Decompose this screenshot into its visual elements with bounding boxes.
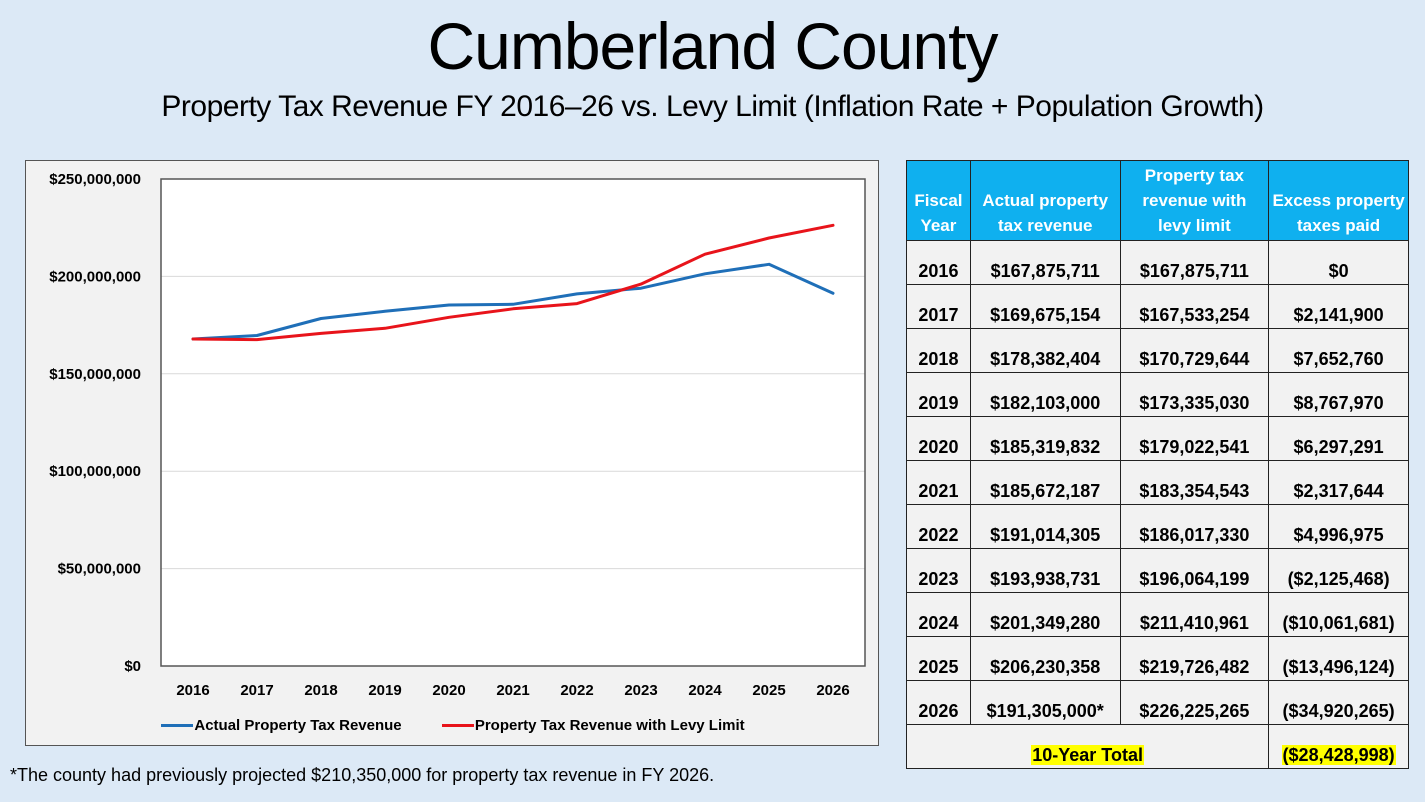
x-tick-label: 2021: [496, 682, 529, 699]
page-subtitle: Property Tax Revenue FY 2016–26 vs. Levy…: [161, 90, 1264, 123]
table-row: 2022 $191,014,305 $186,017,330 $4,996,975: [906, 504, 1409, 549]
table-header-cell: Property tax revenue with levy limit: [1119, 160, 1270, 241]
table-total-row: 10-Year Total ($28,428,998): [905, 724, 1409, 769]
chart-canvas: $0 $50,000,000 $100,000,000 $150,000,000 $20…: [49, 171, 866, 699]
total-label-cell: 10-Year Total: [905, 724, 1270, 769]
x-tick-label: 2019: [368, 682, 401, 699]
table-header-cell: Fiscal Year: [906, 160, 971, 241]
legend-swatch-levy: [441, 724, 474, 727]
table-row: 2024 $201,349,280 $211,410,961 ($10,061,681…: [906, 592, 1409, 637]
table-header-row: Fiscal Year Actual property tax revenue Prop…: [906, 160, 1409, 241]
x-tick-label: 2022: [560, 682, 593, 699]
x-tick-label: 2023: [624, 682, 657, 699]
x-tick-label: 2016: [176, 682, 209, 699]
table-row: 2025 $206,230,358 $219,726,482 ($13,496,124…: [906, 636, 1409, 681]
legend-label-levy: Property Tax Revenue with Levy Limit: [474, 717, 745, 734]
table-cell: $196,064,199: [1119, 548, 1270, 593]
table-cell: $226,225,265: [1119, 680, 1270, 725]
table-cell: $183,354,543: [1119, 460, 1270, 505]
table-cell: $8,767,970: [1268, 372, 1409, 417]
total-label: 10-Year Total: [1031, 745, 1144, 765]
table-header-cell: Actual property tax revenue: [969, 160, 1121, 241]
table-cell: 2026: [906, 680, 971, 725]
table-cell: $179,022,541: [1119, 416, 1270, 461]
plot-border: [160, 178, 866, 667]
table-cell: 2017: [906, 284, 971, 329]
table-cell: $185,672,187: [969, 460, 1121, 505]
x-tick-label: 2020: [432, 682, 465, 699]
table-cell: ($34,920,265): [1268, 680, 1409, 725]
table-cell: $6,297,291: [1268, 416, 1409, 461]
table-row: 2019 $182,103,000 $173,335,030 $8,767,970: [906, 372, 1409, 417]
y-tick-label: $200,000,000: [49, 268, 141, 285]
legend-item-levy: Property Tax Revenue with Levy Limit: [441, 717, 745, 734]
table-cell: $167,533,254: [1119, 284, 1270, 329]
footnote: *The county had previously projected $21…: [10, 765, 715, 785]
y-tick-label: $250,000,000: [49, 171, 141, 188]
table-cell: 2023: [906, 548, 971, 593]
table-cell: $201,349,280: [969, 592, 1121, 637]
table-row: 2017 $169,675,154 $167,533,254 $2,141,900: [906, 284, 1409, 329]
table-cell: $7,652,760: [1268, 328, 1409, 373]
table-row: 2020 $185,319,832 $179,022,541 $6,297,291: [906, 416, 1409, 461]
plot-area: [161, 179, 865, 666]
series-line-actual: [191, 262, 835, 341]
table-cell: 2019: [906, 372, 971, 417]
table-cell: $169,675,154: [969, 284, 1121, 329]
table-cell: 2018: [906, 328, 971, 373]
revenue-table: Fiscal Year Actual property tax revenue Prop…: [905, 160, 1409, 769]
line-chart: $0 $50,000,000 $100,000,000 $150,000,000 $20…: [25, 160, 879, 746]
table-row: 2023 $193,938,731 $196,064,199 ($2,125,468): [906, 548, 1409, 593]
x-tick-label: 2026: [816, 682, 849, 699]
table-cell: $2,141,900: [1268, 284, 1409, 329]
table-row: 2018 $178,382,404 $170,729,644 $7,652,760: [906, 328, 1409, 373]
legend-label-actual: Actual Property Tax Revenue: [194, 717, 402, 734]
table-row: 2021 $185,672,187 $183,354,543 $2,317,644: [906, 460, 1409, 505]
total-value: ($28,428,998): [1281, 745, 1396, 765]
table-cell: $2,317,644: [1268, 460, 1409, 505]
x-tick-label: 2017: [240, 682, 273, 699]
table-row: 2016 $167,875,711 $167,875,711 $0: [906, 240, 1409, 285]
x-tick-label: 2018: [304, 682, 337, 699]
table-cell: 2021: [906, 460, 971, 505]
table-header-cell: Excess property taxes paid: [1268, 160, 1409, 241]
y-tick-label: $50,000,000: [58, 561, 141, 578]
legend-item-actual: Actual Property Tax Revenue: [161, 717, 402, 734]
table-cell: $191,305,000*: [969, 680, 1121, 725]
table-cell: $191,014,305: [969, 504, 1121, 549]
table-cell: 2022: [906, 504, 971, 549]
total-value-cell: ($28,428,998): [1268, 724, 1409, 769]
table-cell: $219,726,482: [1119, 636, 1270, 681]
table-cell: 2020: [906, 416, 971, 461]
y-tick-label: $0: [124, 658, 141, 675]
page-title: Cumberland County: [427, 9, 999, 83]
y-tick-label: $100,000,000: [49, 463, 141, 480]
table-cell: 2025: [906, 636, 971, 681]
chart-legend: Actual Property Tax Revenue Property Tax…: [26, 714, 880, 734]
table-cell: $167,875,711: [969, 240, 1121, 285]
table-cell: $170,729,644: [1119, 328, 1270, 373]
table-cell: $211,410,961: [1119, 592, 1270, 637]
table-cell: $185,319,832: [969, 416, 1121, 461]
table-cell: $178,382,404: [969, 328, 1121, 373]
table-cell: 2024: [906, 592, 971, 637]
y-tick-label: $150,000,000: [49, 366, 141, 383]
legend-swatch-actual: [161, 724, 194, 727]
table-cell: $173,335,030: [1119, 372, 1270, 417]
table-cell: ($10,061,681): [1268, 592, 1409, 637]
table-row: 2026 $191,305,000* $226,225,265 ($34,920,26…: [906, 680, 1409, 725]
table-cell: 2016: [906, 240, 971, 285]
series-line-levy: [191, 223, 835, 342]
x-tick-label: 2025: [752, 682, 785, 699]
table-cell: $193,938,731: [969, 548, 1121, 593]
table-cell: $167,875,711: [1119, 240, 1270, 285]
table-cell: $206,230,358: [969, 636, 1121, 681]
table-cell: ($13,496,124): [1268, 636, 1409, 681]
table-cell: $182,103,000: [969, 372, 1121, 417]
table-cell: ($2,125,468): [1268, 548, 1409, 593]
table-cell: $186,017,330: [1119, 504, 1270, 549]
table-cell: $0: [1268, 240, 1409, 285]
table-cell: $4,996,975: [1268, 504, 1409, 549]
x-tick-label: 2024: [688, 682, 722, 699]
